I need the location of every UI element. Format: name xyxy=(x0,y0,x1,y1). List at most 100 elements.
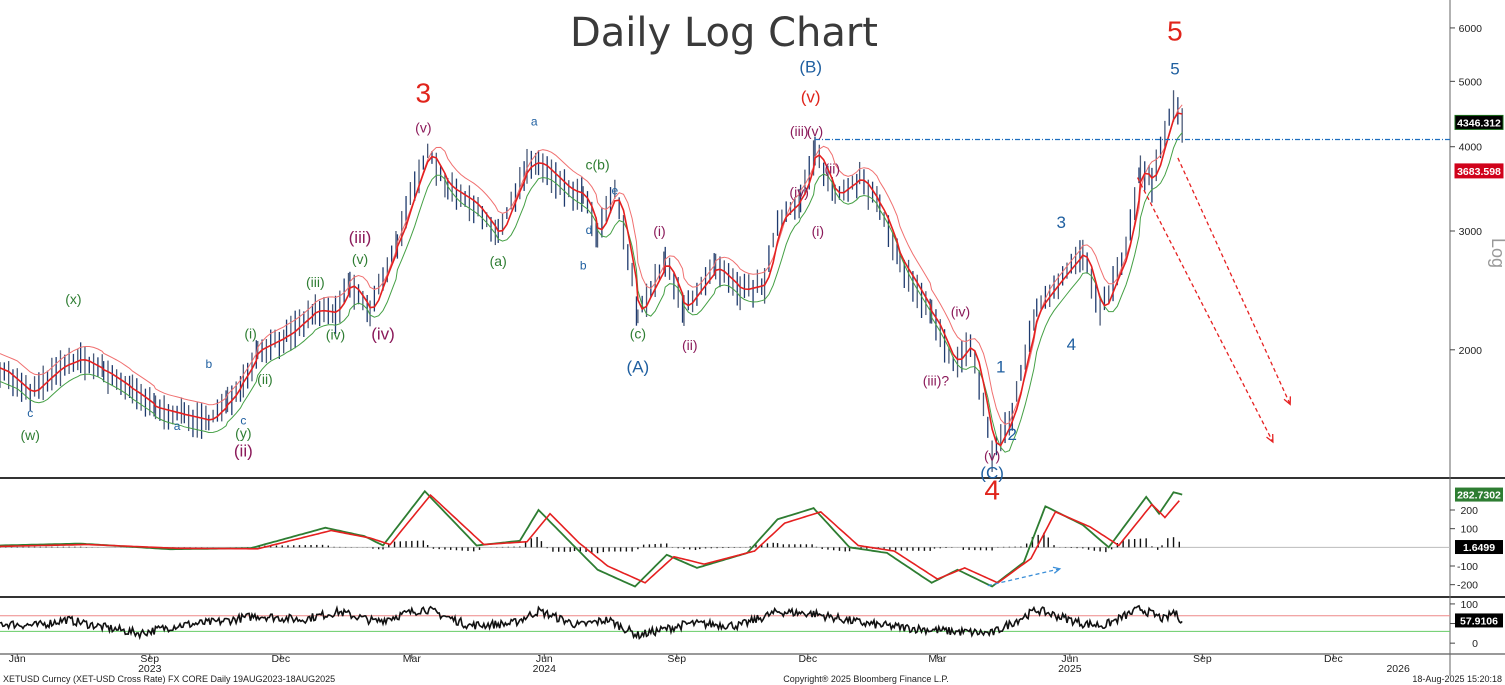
wave-label: (c) xyxy=(630,325,646,341)
rsi-y-tick-label: 0 xyxy=(1472,638,1478,650)
trend-arrow-head xyxy=(1052,566,1062,574)
osc-y-tick-label: 100 xyxy=(1460,524,1478,536)
osc-badge xyxy=(1455,540,1503,555)
x-tick-label: Jun xyxy=(9,653,26,665)
wave-label: (v) xyxy=(984,448,1000,464)
rsi-line xyxy=(0,604,1183,641)
rsi-panel xyxy=(0,604,1450,641)
lower-band-line xyxy=(0,132,1183,453)
axes-layer: 60005000400030002000Log4346.3123683.5982… xyxy=(9,23,1505,675)
wave-label: a xyxy=(531,115,538,129)
wave-label: (A) xyxy=(627,358,650,377)
oscillator-red-line xyxy=(0,493,1180,584)
wave-label: (v) xyxy=(415,119,431,135)
wave-label: c xyxy=(27,406,33,420)
wave-label: (C) xyxy=(980,463,1004,482)
x-tick-label: Sep xyxy=(667,653,686,665)
wave-label: (i) xyxy=(653,223,665,239)
osc-y-tick-label: -100 xyxy=(1457,561,1478,573)
x-tick-label: Dec xyxy=(1324,653,1343,665)
wave-label: e xyxy=(612,183,619,197)
wave-label: (iv) xyxy=(371,325,395,344)
y-tick-label: 2000 xyxy=(1459,345,1483,357)
price-badge xyxy=(1454,114,1504,130)
osc-y-tick-label: -200 xyxy=(1457,580,1478,592)
wave-label: 5 xyxy=(1170,59,1179,78)
price-badge-label: 3683.598 xyxy=(1457,166,1501,178)
wave-label: (x) xyxy=(65,291,81,307)
footer-copyright: Copyright® 2025 Bloomberg Finance L.P. xyxy=(783,674,949,684)
x-tick-label: Sep xyxy=(1193,653,1212,665)
footer-timestamp: 18-Aug-2025 15:20:18 xyxy=(1412,674,1502,684)
wave-label: 1 xyxy=(996,358,1005,377)
projection-arrow-head xyxy=(1266,433,1274,444)
wave-label: (v) xyxy=(801,88,821,107)
moving-average-line xyxy=(0,112,1183,447)
upper-band-line xyxy=(0,104,1183,425)
wave-label: 4 xyxy=(1067,335,1076,354)
projection-arrow xyxy=(1136,177,1274,443)
y-tick-label: 6000 xyxy=(1459,23,1483,35)
x-tick-label: Jun xyxy=(536,653,553,665)
price-panel: 3 (v) (B) (v) (iii) (v) (ii) (iv) (i) 5 5 a c(b)e d b (… xyxy=(0,15,1450,505)
wave-label: (v) xyxy=(352,251,368,267)
wave-label: (ii) xyxy=(257,371,273,387)
wave-label: (iv) xyxy=(789,184,808,200)
x-tick-label: Jun xyxy=(1061,653,1078,665)
wave-label: 4 xyxy=(984,474,1000,505)
wave-label: (iv) xyxy=(951,304,970,320)
wave-label: (i) xyxy=(812,223,824,239)
price-badge-label: 4346.312 xyxy=(1457,117,1501,129)
wave-label: (iii) xyxy=(349,228,372,247)
projection-arrow xyxy=(1177,157,1291,405)
y-tick-label: 4000 xyxy=(1459,142,1483,154)
wave-label: b xyxy=(580,259,587,273)
rsi-badge xyxy=(1455,613,1503,628)
osc-y-tick-label: 200 xyxy=(1460,505,1478,517)
y-tick-label: 3000 xyxy=(1459,226,1483,238)
wave-label: (ii) xyxy=(825,161,841,177)
y-axis-label: Log xyxy=(1488,238,1505,268)
x-year-label: 2024 xyxy=(533,663,557,675)
x-year-label: 2026 xyxy=(1386,663,1410,675)
rsi-badge-label: 57.9106 xyxy=(1460,615,1498,627)
footer-security: XETUSD Curncy (XET-USD Cross Rate) FX CO… xyxy=(3,674,335,684)
wave-label: (v) xyxy=(807,123,823,139)
x-tick-label: Mar xyxy=(403,653,422,665)
wave-label: 2 xyxy=(1008,425,1017,444)
x-tick-label: Dec xyxy=(798,653,817,665)
osc-badge-label: 282.7302 xyxy=(1457,490,1501,502)
wave-label: 5 xyxy=(1167,15,1183,46)
wave-label: 3 xyxy=(1056,213,1065,232)
wave-label: (w) xyxy=(21,427,40,443)
x-year-label: 2023 xyxy=(138,663,162,675)
chart-title: Daily Log Chart xyxy=(570,10,878,56)
x-tick-label: Sep xyxy=(140,653,159,665)
wave-label: (iv) xyxy=(326,327,345,343)
wave-label: c(b) xyxy=(586,157,610,173)
x-tick-label: Mar xyxy=(928,653,947,665)
osc-badge-label: 1.6499 xyxy=(1463,542,1495,554)
wave-label: (iii) xyxy=(306,274,325,290)
wave-label: (y) xyxy=(235,425,251,441)
rsi-y-tick-label: 100 xyxy=(1460,599,1478,611)
projection-arrow-head xyxy=(1283,396,1291,406)
wave-label: (ii) xyxy=(682,337,698,353)
wave-label: c xyxy=(240,413,246,427)
wave-label: (iii)? xyxy=(923,373,950,389)
wave-label: (B) xyxy=(799,58,822,77)
wave-label: (a) xyxy=(490,253,507,269)
osc-badge xyxy=(1455,487,1503,502)
wave-label: b xyxy=(205,357,212,371)
price-badge xyxy=(1454,163,1504,179)
wave-label: d xyxy=(586,223,593,237)
wave-label: a xyxy=(174,419,181,433)
trend-arrow xyxy=(987,568,1060,587)
x-year-label: 2025 xyxy=(1058,663,1082,675)
wave-label: 3 xyxy=(416,78,432,109)
wave-label: (ii) xyxy=(234,441,253,460)
oscillator-panel xyxy=(0,489,1450,588)
